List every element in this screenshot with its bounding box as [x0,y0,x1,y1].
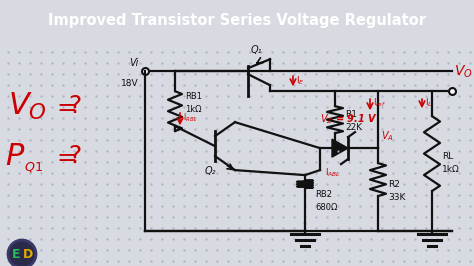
Text: RB1: RB1 [185,92,202,101]
Text: D: D [23,247,33,260]
Text: Q₁: Q₁ [250,45,262,55]
Text: 1kΩ: 1kΩ [442,165,460,174]
Text: $?$: $?$ [68,94,82,118]
Text: I$_{ref}$: I$_{ref}$ [373,97,386,109]
Text: $P$: $P$ [5,142,25,171]
Text: R1: R1 [345,110,357,119]
Text: $_{Q1}$: $_{Q1}$ [24,157,43,175]
Polygon shape [332,139,348,157]
Text: Q₂: Q₂ [204,166,216,176]
Text: $=$: $=$ [52,94,77,118]
Text: $V_O$: $V_O$ [454,63,473,80]
Text: $=$: $=$ [52,144,77,168]
Text: RL: RL [442,152,453,161]
Circle shape [8,240,36,266]
Text: I$_{ABL}$: I$_{ABL}$ [325,166,340,178]
Text: $?$: $?$ [68,144,82,168]
Text: I$_E$: I$_E$ [296,75,305,88]
Text: I$_L$: I$_L$ [425,97,433,109]
Text: $V_O$: $V_O$ [8,91,47,122]
Text: 680Ω: 680Ω [315,203,337,211]
Text: $V_A$: $V_A$ [381,129,394,143]
Text: E: E [12,247,20,260]
Text: 33K: 33K [388,193,405,202]
Text: RB2: RB2 [315,190,332,199]
Text: Vi: Vi [129,58,139,68]
Text: 1kΩ: 1kΩ [185,105,201,114]
Text: 22K: 22K [345,123,362,132]
Text: Improved Transistor Series Voltage Regulator: Improved Transistor Series Voltage Regul… [48,13,426,28]
Text: R2: R2 [388,180,400,189]
Text: $V_Z$ = 9.1 V: $V_Z$ = 9.1 V [320,112,378,126]
Text: I$_{RB1}$: I$_{RB1}$ [183,112,198,124]
Text: 18V: 18V [121,79,139,88]
